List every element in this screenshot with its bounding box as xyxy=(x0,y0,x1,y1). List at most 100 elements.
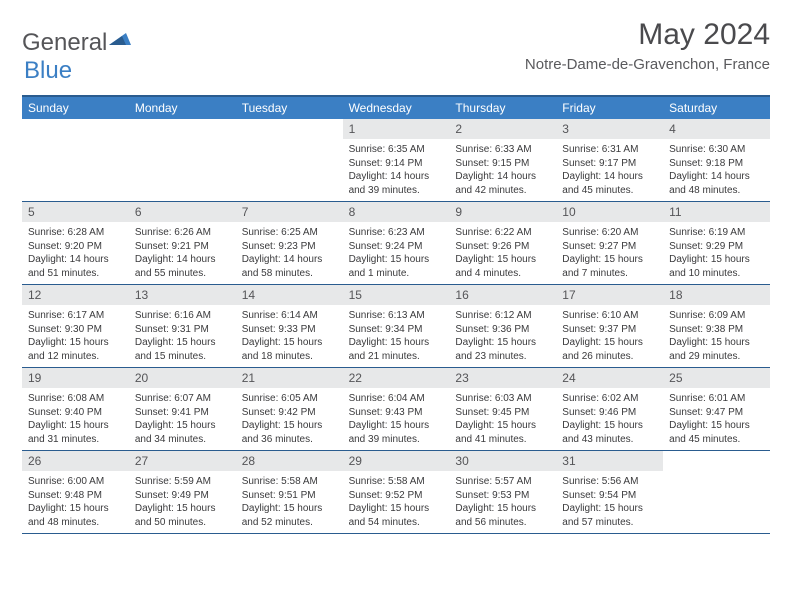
sunrise-line: Sunrise: 5:58 AM xyxy=(242,475,337,489)
day-number: 22 xyxy=(343,368,450,388)
sunset-line: Sunset: 9:17 PM xyxy=(562,157,657,171)
sunrise-line: Sunrise: 6:19 AM xyxy=(669,226,764,240)
daylight-line: Daylight: 15 hours and 54 minutes. xyxy=(349,502,444,529)
weekday-header: Thursday xyxy=(449,97,556,119)
sunrise-line: Sunrise: 5:59 AM xyxy=(135,475,230,489)
day-number: 2 xyxy=(449,119,556,139)
day-number: 18 xyxy=(663,285,770,305)
weekday-header: Tuesday xyxy=(236,97,343,119)
day-number: 7 xyxy=(236,202,343,222)
day-cell: 24Sunrise: 6:02 AMSunset: 9:46 PMDayligh… xyxy=(556,368,663,450)
day-cell: 8Sunrise: 6:23 AMSunset: 9:24 PMDaylight… xyxy=(343,202,450,284)
day-details: Sunrise: 6:13 AMSunset: 9:34 PMDaylight:… xyxy=(343,305,450,365)
day-details: Sunrise: 5:58 AMSunset: 9:51 PMDaylight:… xyxy=(236,471,343,531)
day-number: 6 xyxy=(129,202,236,222)
day-cell: 22Sunrise: 6:04 AMSunset: 9:43 PMDayligh… xyxy=(343,368,450,450)
day-number: 10 xyxy=(556,202,663,222)
day-cell: 23Sunrise: 6:03 AMSunset: 9:45 PMDayligh… xyxy=(449,368,556,450)
daylight-line: Daylight: 15 hours and 18 minutes. xyxy=(242,336,337,363)
weeks-container: 1Sunrise: 6:35 AMSunset: 9:14 PMDaylight… xyxy=(22,119,770,534)
sunset-line: Sunset: 9:46 PM xyxy=(562,406,657,420)
sunrise-line: Sunrise: 6:04 AM xyxy=(349,392,444,406)
day-cell: 29Sunrise: 5:58 AMSunset: 9:52 PMDayligh… xyxy=(343,451,450,533)
day-number: 14 xyxy=(236,285,343,305)
day-cell: 11Sunrise: 6:19 AMSunset: 9:29 PMDayligh… xyxy=(663,202,770,284)
daylight-line: Daylight: 15 hours and 48 minutes. xyxy=(28,502,123,529)
day-cell: 13Sunrise: 6:16 AMSunset: 9:31 PMDayligh… xyxy=(129,285,236,367)
day-cell: 12Sunrise: 6:17 AMSunset: 9:30 PMDayligh… xyxy=(22,285,129,367)
day-details: Sunrise: 5:57 AMSunset: 9:53 PMDaylight:… xyxy=(449,471,556,531)
logo-triangle-icon xyxy=(109,24,131,52)
sunset-line: Sunset: 9:37 PM xyxy=(562,323,657,337)
day-details: Sunrise: 5:58 AMSunset: 9:52 PMDaylight:… xyxy=(343,471,450,531)
calendar: Sunday Monday Tuesday Wednesday Thursday… xyxy=(22,95,770,534)
sunrise-line: Sunrise: 6:31 AM xyxy=(562,143,657,157)
daylight-line: Daylight: 15 hours and 45 minutes. xyxy=(669,419,764,446)
day-details: Sunrise: 6:26 AMSunset: 9:21 PMDaylight:… xyxy=(129,222,236,282)
daylight-line: Daylight: 15 hours and 12 minutes. xyxy=(28,336,123,363)
day-cell: 19Sunrise: 6:08 AMSunset: 9:40 PMDayligh… xyxy=(22,368,129,450)
sunset-line: Sunset: 9:33 PM xyxy=(242,323,337,337)
day-cell: 28Sunrise: 5:58 AMSunset: 9:51 PMDayligh… xyxy=(236,451,343,533)
day-number: 17 xyxy=(556,285,663,305)
day-details: Sunrise: 6:07 AMSunset: 9:41 PMDaylight:… xyxy=(129,388,236,448)
day-number: 5 xyxy=(22,202,129,222)
daylight-line: Daylight: 15 hours and 1 minute. xyxy=(349,253,444,280)
day-number: 30 xyxy=(449,451,556,471)
week-row: 5Sunrise: 6:28 AMSunset: 9:20 PMDaylight… xyxy=(22,202,770,285)
weekday-header-row: Sunday Monday Tuesday Wednesday Thursday… xyxy=(22,97,770,119)
sunset-line: Sunset: 9:43 PM xyxy=(349,406,444,420)
day-cell: 4Sunrise: 6:30 AMSunset: 9:18 PMDaylight… xyxy=(663,119,770,201)
sunset-line: Sunset: 9:52 PM xyxy=(349,489,444,503)
day-cell: 9Sunrise: 6:22 AMSunset: 9:26 PMDaylight… xyxy=(449,202,556,284)
daylight-line: Daylight: 15 hours and 15 minutes. xyxy=(135,336,230,363)
day-number: 28 xyxy=(236,451,343,471)
sunset-line: Sunset: 9:40 PM xyxy=(28,406,123,420)
day-cell: 27Sunrise: 5:59 AMSunset: 9:49 PMDayligh… xyxy=(129,451,236,533)
day-details: Sunrise: 6:00 AMSunset: 9:48 PMDaylight:… xyxy=(22,471,129,531)
day-number: 12 xyxy=(22,285,129,305)
sunrise-line: Sunrise: 6:13 AM xyxy=(349,309,444,323)
day-details: Sunrise: 5:56 AMSunset: 9:54 PMDaylight:… xyxy=(556,471,663,531)
day-details: Sunrise: 6:01 AMSunset: 9:47 PMDaylight:… xyxy=(663,388,770,448)
day-details: Sunrise: 6:16 AMSunset: 9:31 PMDaylight:… xyxy=(129,305,236,365)
day-cell: 2Sunrise: 6:33 AMSunset: 9:15 PMDaylight… xyxy=(449,119,556,201)
sunset-line: Sunset: 9:31 PM xyxy=(135,323,230,337)
day-cell xyxy=(236,119,343,201)
weekday-header: Sunday xyxy=(22,97,129,119)
daylight-line: Daylight: 15 hours and 10 minutes. xyxy=(669,253,764,280)
daylight-line: Daylight: 14 hours and 51 minutes. xyxy=(28,253,123,280)
sunrise-line: Sunrise: 6:25 AM xyxy=(242,226,337,240)
sunrise-line: Sunrise: 6:20 AM xyxy=(562,226,657,240)
daylight-line: Daylight: 15 hours and 56 minutes. xyxy=(455,502,550,529)
day-number: 24 xyxy=(556,368,663,388)
day-details: Sunrise: 6:22 AMSunset: 9:26 PMDaylight:… xyxy=(449,222,556,282)
sunset-line: Sunset: 9:38 PM xyxy=(669,323,764,337)
day-cell: 6Sunrise: 6:26 AMSunset: 9:21 PMDaylight… xyxy=(129,202,236,284)
sunset-line: Sunset: 9:53 PM xyxy=(455,489,550,503)
sunset-line: Sunset: 9:36 PM xyxy=(455,323,550,337)
week-row: 19Sunrise: 6:08 AMSunset: 9:40 PMDayligh… xyxy=(22,368,770,451)
daylight-line: Daylight: 14 hours and 55 minutes. xyxy=(135,253,230,280)
day-details: Sunrise: 6:20 AMSunset: 9:27 PMDaylight:… xyxy=(556,222,663,282)
sunrise-line: Sunrise: 6:09 AM xyxy=(669,309,764,323)
daylight-line: Daylight: 14 hours and 42 minutes. xyxy=(455,170,550,197)
day-number: 3 xyxy=(556,119,663,139)
daylight-line: Daylight: 15 hours and 7 minutes. xyxy=(562,253,657,280)
sunset-line: Sunset: 9:48 PM xyxy=(28,489,123,503)
sunset-line: Sunset: 9:34 PM xyxy=(349,323,444,337)
sunset-line: Sunset: 9:30 PM xyxy=(28,323,123,337)
weekday-header: Wednesday xyxy=(343,97,450,119)
day-number: 27 xyxy=(129,451,236,471)
day-number: 4 xyxy=(663,119,770,139)
sunrise-line: Sunrise: 6:12 AM xyxy=(455,309,550,323)
day-details: Sunrise: 6:28 AMSunset: 9:20 PMDaylight:… xyxy=(22,222,129,282)
location-label: Notre-Dame-de-Gravenchon, France xyxy=(525,56,770,73)
sunrise-line: Sunrise: 6:28 AM xyxy=(28,226,123,240)
day-number: 11 xyxy=(663,202,770,222)
day-details: Sunrise: 6:35 AMSunset: 9:14 PMDaylight:… xyxy=(343,139,450,199)
month-title: May 2024 xyxy=(525,18,770,52)
day-cell: 1Sunrise: 6:35 AMSunset: 9:14 PMDaylight… xyxy=(343,119,450,201)
sunrise-line: Sunrise: 5:57 AM xyxy=(455,475,550,489)
sunset-line: Sunset: 9:18 PM xyxy=(669,157,764,171)
